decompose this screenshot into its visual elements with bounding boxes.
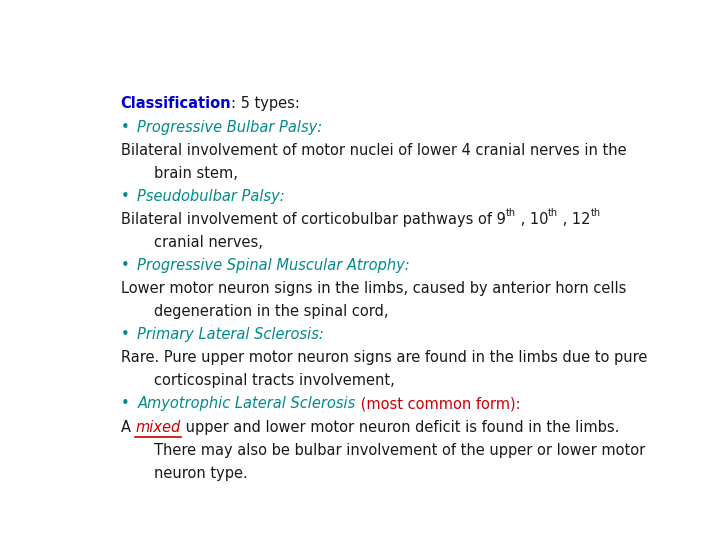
Text: , 12: , 12 xyxy=(558,212,591,227)
Text: •: • xyxy=(121,396,130,411)
Text: •: • xyxy=(121,327,130,342)
Text: Amyotrophic Lateral Sclerosis: Amyotrophic Lateral Sclerosis xyxy=(138,396,356,411)
Text: : 5 types:: : 5 types: xyxy=(231,97,300,111)
Text: Classification: Classification xyxy=(121,97,231,111)
Text: Pseudobulbar Palsy:: Pseudobulbar Palsy: xyxy=(138,189,285,204)
Text: (most common form):: (most common form): xyxy=(356,396,521,411)
Text: th: th xyxy=(591,207,601,218)
Text: Bilateral involvement of motor nuclei of lower 4 cranial nerves in the: Bilateral involvement of motor nuclei of… xyxy=(121,143,626,158)
Text: Progressive Bulbar Palsy:: Progressive Bulbar Palsy: xyxy=(138,119,323,134)
Text: There may also be bulbar involvement of the upper or lower motor: There may also be bulbar involvement of … xyxy=(154,443,645,457)
Text: neuron type.: neuron type. xyxy=(154,465,248,481)
Text: , 10: , 10 xyxy=(516,212,548,227)
Text: A: A xyxy=(121,420,135,435)
Text: •: • xyxy=(121,119,130,134)
Text: upper and lower motor neuron deficit is found in the limbs.: upper and lower motor neuron deficit is … xyxy=(181,420,619,435)
Text: Bilateral involvement of corticobulbar pathways of 9: Bilateral involvement of corticobulbar p… xyxy=(121,212,505,227)
Text: •: • xyxy=(121,189,130,204)
Text: brain stem,: brain stem, xyxy=(154,166,238,181)
Text: •: • xyxy=(121,258,130,273)
Text: Rare. Pure upper motor neuron signs are found in the limbs due to pure: Rare. Pure upper motor neuron signs are … xyxy=(121,350,647,365)
Text: cranial nerves,: cranial nerves, xyxy=(154,235,263,250)
Text: Primary Lateral Sclerosis:: Primary Lateral Sclerosis: xyxy=(138,327,324,342)
Text: corticospinal tracts involvement,: corticospinal tracts involvement, xyxy=(154,373,395,388)
Text: Progressive Spinal Muscular Atrophy:: Progressive Spinal Muscular Atrophy: xyxy=(138,258,410,273)
Text: th: th xyxy=(505,207,516,218)
Text: degeneration in the spinal cord,: degeneration in the spinal cord, xyxy=(154,304,389,319)
Text: th: th xyxy=(548,207,558,218)
Text: Lower motor neuron signs in the limbs, caused by anterior horn cells: Lower motor neuron signs in the limbs, c… xyxy=(121,281,626,296)
Text: mixed: mixed xyxy=(135,420,181,435)
